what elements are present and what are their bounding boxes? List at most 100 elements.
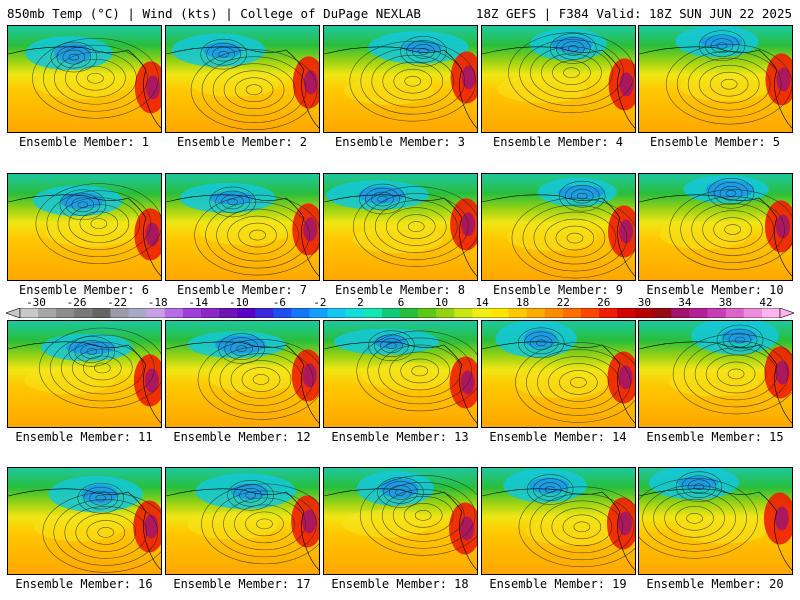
member-map-panel — [165, 467, 320, 575]
colorbar-segment — [20, 308, 39, 318]
colorbar-segment — [327, 308, 347, 318]
member-map-panel — [165, 25, 320, 133]
colorbar-segment — [526, 308, 546, 318]
temperature-field-map — [324, 26, 477, 132]
temperature-field-map — [166, 174, 319, 280]
member-map-panel — [7, 173, 162, 281]
colorbar-tick-label: 10 — [434, 296, 449, 309]
colorbar-segment — [146, 308, 166, 318]
colorbar-segment — [617, 308, 636, 318]
member-label: Ensemble Member: 5 — [649, 135, 781, 149]
temperature-field-map — [324, 174, 477, 280]
temperature-field-map — [482, 321, 635, 427]
colorbar-segment — [490, 308, 509, 318]
colorbar-segment — [400, 308, 419, 318]
member-label: Ensemble Member: 19 — [489, 577, 627, 591]
colorbar-tick-label: 22 — [556, 296, 570, 309]
colorbar-tick-label: -6 — [272, 296, 286, 309]
colorbar-tick-label: 38 — [718, 296, 733, 309]
colorbar-tick-label: -2 — [313, 296, 327, 309]
temperature-field-map — [166, 321, 319, 427]
member-map-panel — [638, 467, 793, 575]
colorbar-segment — [599, 308, 618, 318]
member-label: Ensemble Member: 4 — [492, 135, 624, 149]
temperature-field-map — [324, 321, 477, 427]
temperature-field-map — [8, 321, 161, 427]
colorbar-segment — [472, 308, 491, 318]
member-map-panel — [481, 25, 636, 133]
member-label: Ensemble Member: 18 — [331, 577, 469, 591]
temperature-colorbar: -30 -26 -22 -18 -14 -10 -6 -2 2 6 10 14 18 22 26 30 34 38… — [6, 296, 794, 318]
colorbar-tick-label: -30 — [26, 296, 46, 309]
member-map-panel — [481, 173, 636, 281]
colorbar-segment — [237, 308, 256, 318]
member-map-panel — [7, 467, 162, 575]
member-label: Ensemble Member: 9 — [492, 283, 624, 297]
temperature-field-map — [639, 468, 792, 574]
temperature-field-map — [166, 468, 319, 574]
member-map-panel — [165, 173, 320, 281]
colorbar-arrow-right — [779, 308, 794, 318]
colorbar-arrow-left — [6, 308, 21, 318]
member-map-panel — [323, 320, 478, 428]
colorbar-labels: -30 -26 -22 -18 -14 -10 -6 -2 2 6 10 14 18 22 26 30 34 38… — [6, 296, 794, 309]
temperature-field-map — [639, 321, 792, 427]
temperature-field-map — [482, 174, 635, 280]
colorbar-segment — [200, 308, 220, 318]
colorbar-tick-label: 6 — [397, 296, 405, 309]
header-title-left: 850mb Temp (°C) | Wind (kts) | College o… — [7, 6, 421, 21]
colorbar-tick-label: 30 — [637, 296, 651, 309]
colorbar-segment — [544, 308, 564, 318]
member-label: Ensemble Member: 15 — [646, 430, 784, 444]
colorbar-tick-label: 42 — [759, 296, 773, 309]
colorbar-strip — [6, 308, 794, 318]
colorbar-segment — [653, 308, 672, 318]
colorbar-tick-label: -10 — [228, 296, 249, 309]
colorbar-segment — [381, 308, 401, 318]
temperature-field-map — [166, 26, 319, 132]
member-label: Ensemble Member: 1 — [18, 135, 150, 149]
colorbar-segment — [635, 308, 654, 318]
member-label: Ensemble Member: 17 — [173, 577, 311, 591]
temperature-field-map — [482, 26, 635, 132]
member-map-panel — [638, 25, 793, 133]
colorbar-segment — [74, 308, 93, 318]
member-map-panel — [323, 173, 478, 281]
member-map-panel — [323, 25, 478, 133]
member-map-panel — [481, 320, 636, 428]
header-title-right: 18Z GEFS | F384 Valid: 18Z SUN JUN 22 20… — [475, 6, 792, 21]
colorbar-segment — [743, 308, 763, 318]
member-map-panel — [323, 467, 478, 575]
member-label: Ensemble Member: 7 — [176, 283, 308, 297]
temperature-field-map — [639, 26, 792, 132]
colorbar-segment — [671, 308, 690, 318]
member-label: Ensemble Member: 20 — [646, 577, 784, 591]
temperature-field-map — [8, 26, 161, 132]
temperature-field-map — [639, 174, 792, 280]
member-map-panel — [638, 173, 793, 281]
member-label: Ensemble Member: 10 — [646, 283, 784, 297]
colorbar-segment — [219, 308, 238, 318]
temperature-field-map — [324, 468, 477, 574]
colorbar-segment — [707, 308, 727, 318]
member-label: Ensemble Member: 14 — [489, 430, 627, 444]
colorbar-segment — [273, 308, 292, 318]
colorbar-segment — [562, 308, 582, 318]
colorbar-segment — [291, 308, 310, 318]
member-label: Ensemble Member: 6 — [18, 283, 150, 297]
colorbar-segment — [436, 308, 455, 318]
colorbar-segment — [345, 308, 365, 318]
colorbar-segment — [309, 308, 328, 318]
colorbar-tick-label: -22 — [107, 296, 128, 309]
colorbar-segment — [418, 308, 437, 318]
colorbar-segment — [761, 308, 781, 318]
temperature-field-map — [8, 174, 161, 280]
colorbar-segment — [92, 308, 111, 318]
colorbar-tick-label: 34 — [678, 296, 692, 309]
colorbar-segment — [110, 308, 129, 318]
colorbar-tick-label: 2 — [357, 296, 364, 309]
member-label: Ensemble Member: 16 — [15, 577, 153, 591]
member-label: Ensemble Member: 2 — [176, 135, 308, 149]
member-map-panel — [638, 320, 793, 428]
